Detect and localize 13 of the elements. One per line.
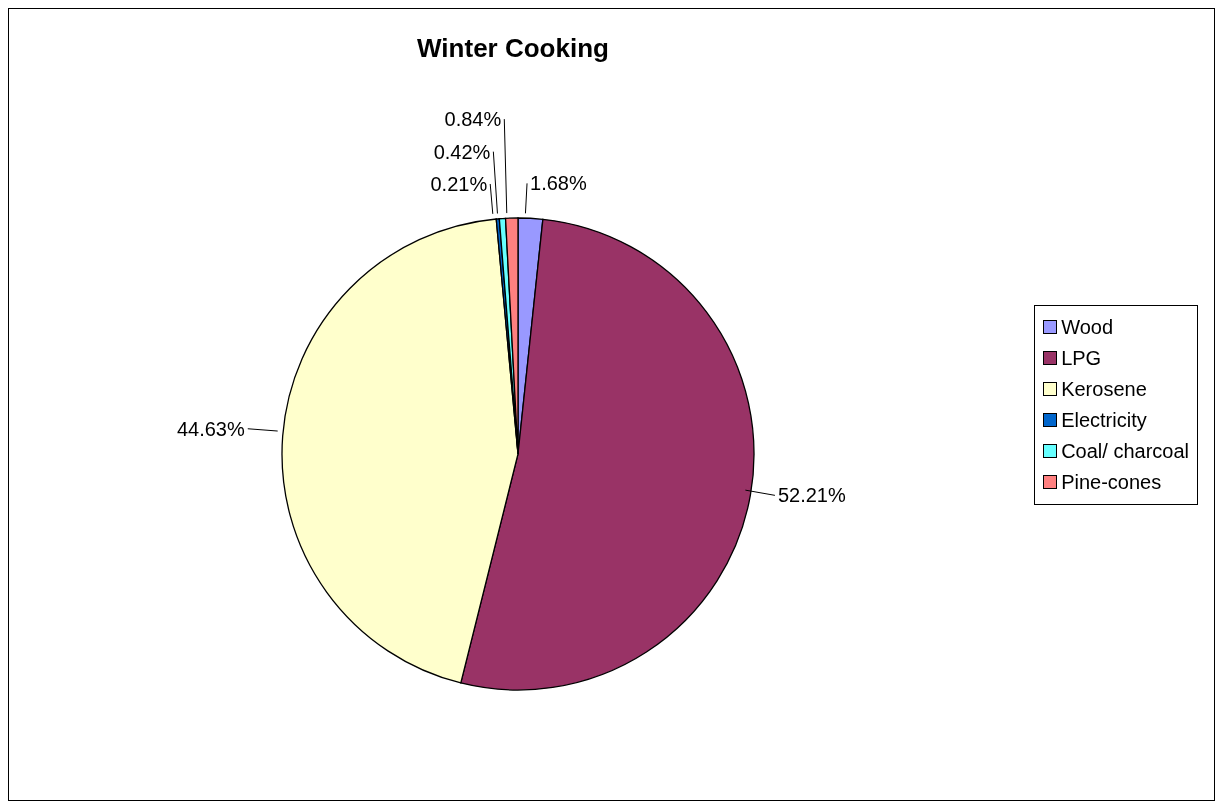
data-label: 0.42% xyxy=(433,140,491,163)
legend-label: Kerosene xyxy=(1061,377,1147,401)
legend-label: Coal/ charcoal xyxy=(1061,439,1189,463)
legend-label: Pine-cones xyxy=(1061,470,1162,494)
chart-title: Winter Cooking xyxy=(417,33,609,63)
data-label: 44.63% xyxy=(176,417,245,440)
data-label: 0.84% xyxy=(444,108,502,131)
data-label: 52.21% xyxy=(777,484,846,507)
data-label: 0.21% xyxy=(430,172,488,195)
legend-label: Wood xyxy=(1061,315,1114,339)
data-label: 1.68% xyxy=(530,172,587,195)
legend-label: Electricity xyxy=(1061,408,1147,432)
legend-label: LPG xyxy=(1061,346,1102,370)
